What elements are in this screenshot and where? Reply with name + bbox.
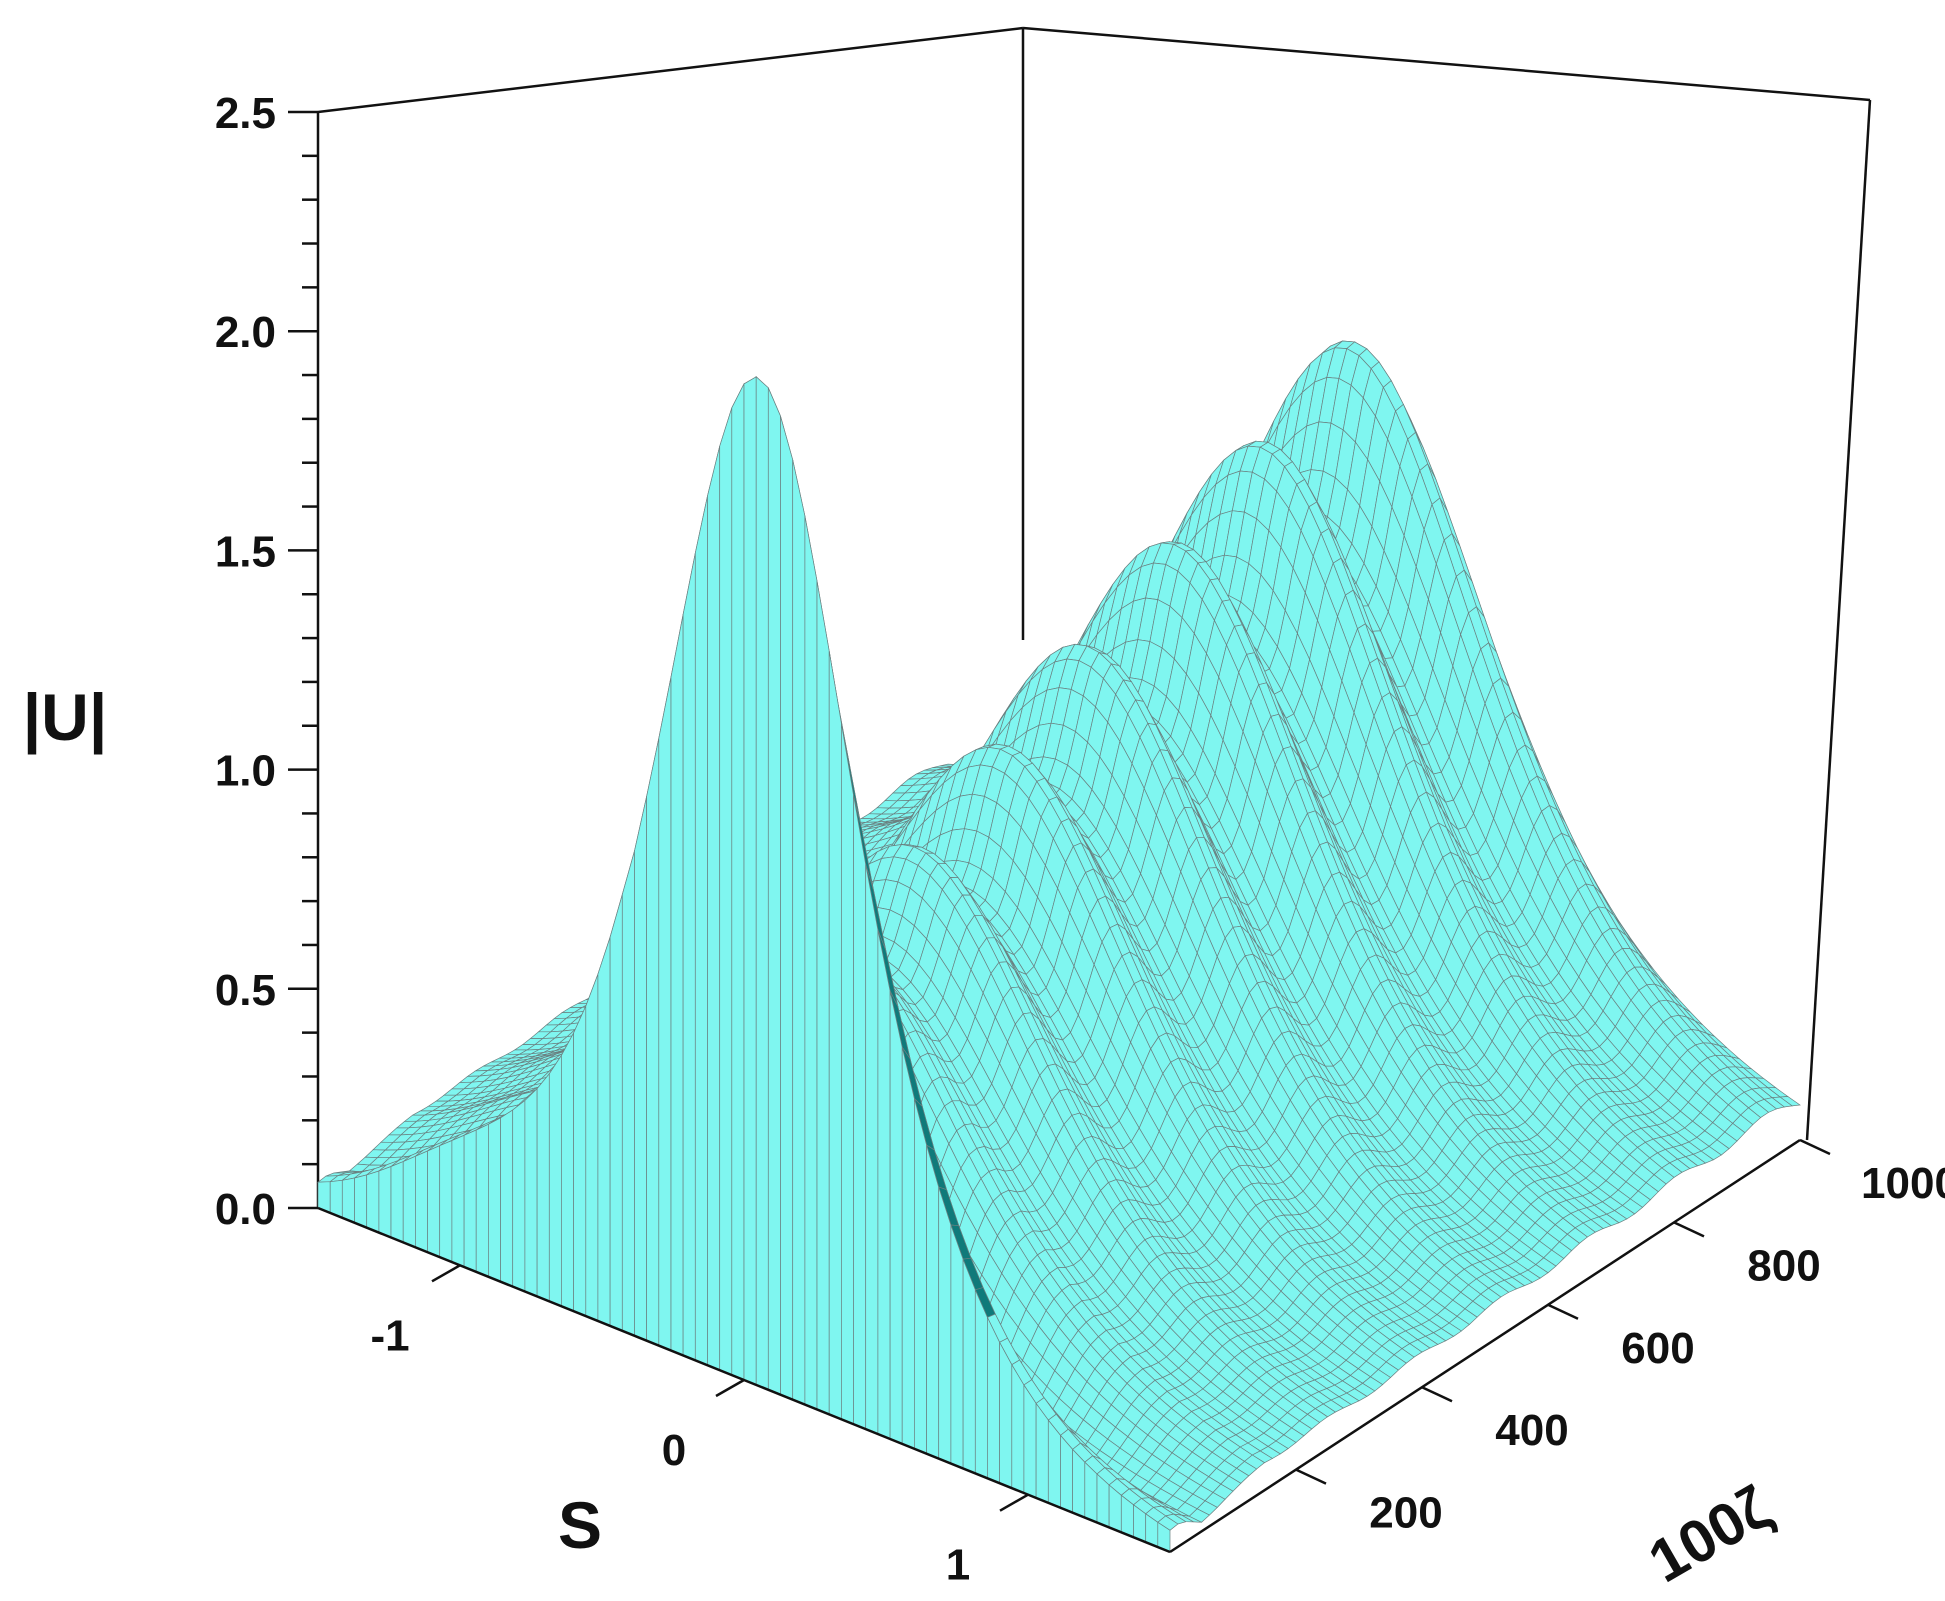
box-edge-right bbox=[1805, 99, 1872, 1141]
box-edge-top-left bbox=[317, 26, 1024, 114]
surface-mesh bbox=[316, 340, 1801, 1553]
axis-box-back bbox=[316, 26, 1872, 1208]
box-edge-top-right bbox=[1022, 26, 1871, 102]
